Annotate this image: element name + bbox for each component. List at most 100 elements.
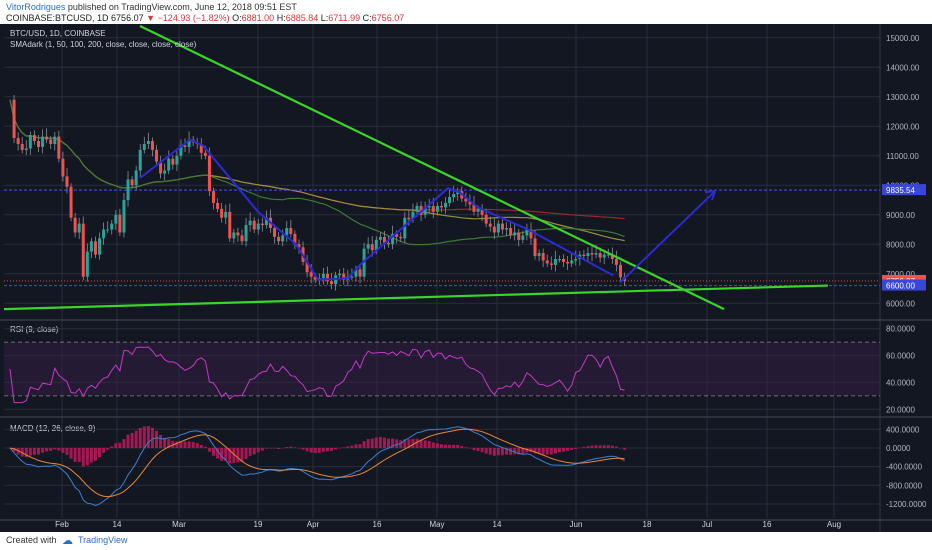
macd-histogram-bar bbox=[610, 445, 614, 448]
candle-body bbox=[93, 241, 97, 255]
macd-histogram-bar bbox=[570, 447, 574, 450]
macd-histogram-bar bbox=[191, 442, 195, 448]
macd-histogram-bar bbox=[220, 447, 224, 461]
projection-arrow-line bbox=[619, 190, 716, 284]
macd-histogram-bar bbox=[285, 447, 289, 448]
candle-body bbox=[142, 143, 146, 150]
macd-histogram-bar bbox=[138, 427, 142, 448]
time-axis-tick-label: Feb bbox=[55, 520, 69, 529]
macd-histogram-bar bbox=[203, 446, 207, 448]
macd-histogram-bar bbox=[525, 447, 529, 453]
rsi-axis-tick-label: 60.0000 bbox=[886, 352, 915, 361]
tradingview-brand-link[interactable]: TradingView bbox=[78, 535, 128, 545]
candle-body bbox=[488, 223, 492, 227]
macd-histogram-bar bbox=[407, 439, 411, 448]
macd-histogram-bar bbox=[586, 446, 590, 448]
macd-histogram-bar bbox=[207, 447, 211, 452]
price-axis-tick-label: 15000.00 bbox=[886, 34, 920, 43]
candle-body bbox=[212, 191, 215, 203]
candle-body bbox=[586, 253, 590, 257]
candle-body bbox=[220, 208, 224, 218]
macd-histogram-bar bbox=[439, 444, 443, 448]
candle-body bbox=[240, 235, 244, 242]
macd-histogram-bar bbox=[146, 426, 150, 448]
macd-histogram-bar bbox=[517, 447, 521, 455]
candle-body bbox=[179, 145, 183, 156]
macd-histogram-bar bbox=[187, 441, 191, 448]
macd-histogram-bar bbox=[114, 443, 118, 448]
macd-histogram-bar bbox=[155, 430, 159, 448]
macd-histogram-bar bbox=[228, 447, 232, 464]
candle-body bbox=[49, 139, 53, 144]
candle-body bbox=[598, 253, 602, 258]
candle-body bbox=[264, 217, 268, 226]
tradingview-logo-icon[interactable]: ☁ bbox=[62, 535, 73, 547]
rsi-axis-tick-label: 20.0000 bbox=[886, 405, 915, 414]
macd-line bbox=[9, 426, 625, 507]
macd-histogram-bar bbox=[252, 447, 256, 455]
candle-body bbox=[374, 239, 378, 251]
macd-histogram-bar bbox=[248, 447, 252, 456]
candle-body bbox=[391, 233, 395, 245]
macd-axis-tick-label: -400.0000 bbox=[886, 463, 923, 472]
macd-histogram-bar bbox=[553, 447, 557, 454]
candle-body bbox=[342, 273, 346, 280]
macd-histogram-bar bbox=[199, 444, 203, 448]
projection-arrowhead-icon bbox=[704, 190, 716, 201]
macd-histogram-bar bbox=[195, 443, 199, 448]
macd-histogram-bar bbox=[102, 447, 106, 453]
macd-histogram-bar bbox=[28, 447, 32, 456]
descending-trendline bbox=[139, 25, 725, 311]
candle-body bbox=[256, 223, 260, 230]
candle-body bbox=[476, 208, 480, 212]
candle-body bbox=[521, 235, 525, 240]
publish-line: VitorRodrigues published on TradingView.… bbox=[6, 2, 297, 12]
macd-histogram-bar bbox=[305, 447, 309, 452]
price-axis-tick-label: 8000.00 bbox=[886, 240, 915, 249]
macd-histogram-bar bbox=[45, 447, 49, 452]
candle-body bbox=[606, 254, 610, 256]
candle-body bbox=[619, 264, 622, 278]
candle-body bbox=[366, 244, 370, 249]
macd-histogram-bar bbox=[49, 447, 53, 451]
candle-body bbox=[175, 155, 179, 165]
author-link[interactable]: VitorRodrigues bbox=[6, 2, 66, 12]
candle-body bbox=[350, 276, 354, 278]
price-axis-tick-label: 6000.00 bbox=[886, 299, 915, 308]
candle-body bbox=[228, 211, 232, 239]
macd-histogram-bar bbox=[268, 447, 272, 449]
macd-histogram-bar bbox=[61, 447, 65, 453]
chart-canvas[interactable]: 6000.007000.008000.009000.0010000.001100… bbox=[0, 24, 932, 532]
time-axis-tick-label: Aug bbox=[827, 520, 841, 529]
candle-body bbox=[395, 233, 399, 237]
macd-histogram-bar bbox=[590, 445, 594, 448]
candle-body bbox=[570, 260, 574, 264]
candle-body bbox=[289, 228, 293, 234]
candle-body bbox=[167, 158, 171, 171]
macd-histogram-bar bbox=[423, 440, 427, 448]
macd-histogram-bar bbox=[378, 436, 382, 448]
rsi-axis-tick-label: 40.0000 bbox=[886, 378, 915, 387]
candle-body bbox=[28, 135, 32, 149]
candle-body bbox=[309, 272, 313, 277]
price-axis-tick-label: 14000.00 bbox=[886, 63, 920, 72]
macd-histogram-bar bbox=[606, 445, 610, 448]
candle-body bbox=[553, 259, 557, 265]
candle-body bbox=[529, 229, 533, 239]
candle-body bbox=[590, 253, 594, 255]
macd-histogram-bar bbox=[500, 447, 504, 456]
candle-body bbox=[293, 233, 297, 245]
macd-histogram-bar bbox=[216, 447, 220, 459]
candle-body bbox=[305, 261, 309, 273]
macd-histogram-bar bbox=[89, 447, 93, 463]
candle-body bbox=[110, 223, 114, 230]
macd-histogram-bar bbox=[65, 447, 69, 455]
macd-histogram-bar bbox=[106, 447, 110, 450]
candle-body bbox=[338, 273, 342, 276]
macd-histogram-bar bbox=[496, 447, 500, 456]
macd-histogram-bar bbox=[541, 447, 545, 455]
macd-histogram-bar bbox=[456, 444, 460, 448]
macd-histogram-bar bbox=[32, 447, 36, 455]
rsi-line bbox=[9, 346, 625, 404]
macd-histogram-bar bbox=[578, 447, 582, 449]
